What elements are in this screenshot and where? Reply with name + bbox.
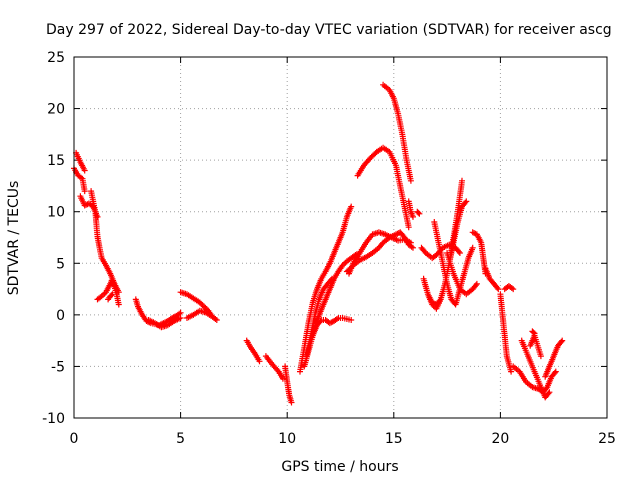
- y-tick-label: -10: [42, 411, 65, 427]
- y-tick-label: 25: [47, 50, 65, 66]
- scatter-markers: [71, 81, 566, 406]
- y-axis-label: SDTVAR / TECUs: [6, 181, 22, 296]
- grid: [74, 57, 607, 418]
- y-tick-label: 15: [47, 153, 65, 169]
- x-tick-label: 5: [176, 431, 185, 447]
- x-tick-label: 15: [385, 431, 403, 447]
- x-tick-label: 0: [70, 431, 79, 447]
- x-tick-label: 20: [491, 431, 509, 447]
- plot-frame: [73, 56, 608, 419]
- y-tick-label: 0: [56, 308, 65, 324]
- x-axis-label: GPS time / hours: [281, 459, 398, 475]
- y-tick-label: 10: [47, 205, 65, 221]
- x-tick-label: 25: [598, 431, 616, 447]
- y-tick-label: 5: [56, 256, 65, 272]
- x-tick-label: 10: [278, 431, 296, 447]
- data-markers: [71, 81, 566, 406]
- y-tick-label: 20: [47, 102, 65, 118]
- axis-ticks: 0 5 10 15 20 25 -10 -5 0 5 10 15 20 25: [42, 50, 616, 447]
- chart-title: Day 297 of 2022, Sidereal Day-to-day VTE…: [46, 22, 612, 38]
- y-tick-label: -5: [51, 359, 65, 375]
